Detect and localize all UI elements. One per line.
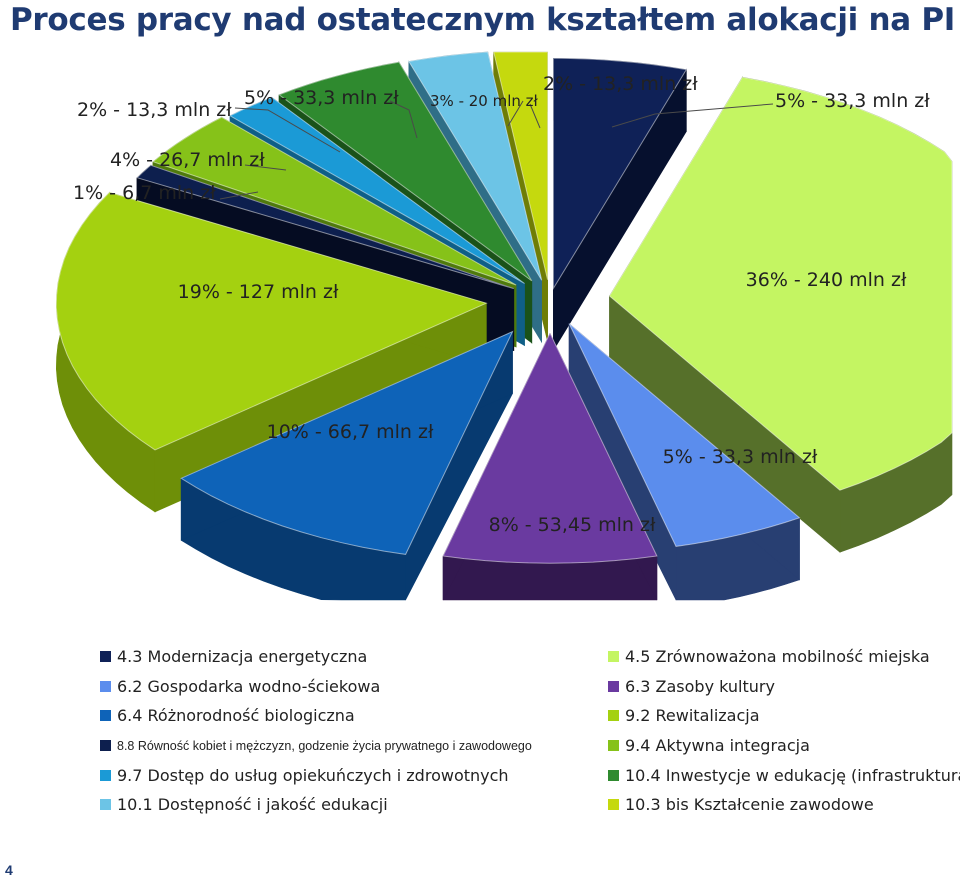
legend-item: 9.2 Rewitalizacja [608,701,960,731]
legend-item: 8.8 Równość kobiet i mężczyzn, godzenie … [100,731,608,761]
slice-label: 19% - 127 mln zł [178,281,339,303]
leader-line [234,107,341,153]
slice-label: 5% - 33,3 mln zł [663,446,818,468]
slice-label: 2% - 13,3 mln zł [543,73,698,95]
pie-slice [552,57,688,291]
slice-label: 2% - 13,3 mln zł [77,99,232,121]
pie-slice [151,116,517,286]
legend-swatch [100,740,111,752]
legend-label: 6.4 Różnorodność biologiczna [117,706,355,726]
pie-slice [442,332,658,564]
legend-swatch [608,799,619,811]
legend-swatch [608,740,619,752]
leader-line [219,191,259,200]
legend-swatch [100,651,111,663]
legend-item: 4.5 Zrównoważona mobilność miejska [608,642,960,672]
legend-label: 9.4 Aktywna integracja [625,736,810,756]
legend-item: 10.1 Dostępność i jakość edukacji [100,790,608,820]
legend-label: 9.2 Rewitalizacja [625,706,760,726]
legend-item: 10.3 bis Kształcenie zawodowe [608,790,960,820]
legend-swatch [608,680,619,692]
legend-label: 10.3 bis Kształcenie zawodowe [625,795,874,815]
exploded-pie-chart: 5% - 33,3 mln zł 36% - 240 mln zł 5% - 33,… [55,51,953,601]
legend-label: 9.7 Dostęp do usług opiekuńczych i zdrow… [117,765,509,785]
page-title: Proces pracy nad ostatecznym kształtem a… [10,2,956,38]
legend-swatch [100,799,111,811]
leader-line [529,103,541,129]
legend-label: 8.8 Równość kobiet i mężczyzn, godzenie … [117,738,532,753]
pie-slice [229,96,525,284]
pie-slice [608,76,953,491]
legend-label: 6.3 Zasoby kultury [625,676,775,696]
leader-line [389,100,418,139]
legend-swatch [100,710,111,722]
slice-label: 10% - 66,7 mln zł [267,421,434,443]
legend-item: 10.4 Inwestycje w edukację (infrastruktu… [608,760,960,790]
legend-item: 9.7 Dostęp do usług opiekuńczych i zdrow… [100,760,608,790]
legend-item: 6.3 Zasoby kultury [608,672,960,702]
legend-label: 10.4 Inwestycje w edukację (infrastruktu… [625,765,960,785]
leader-line [507,100,524,127]
slice-label: 4% - 26,7 mln zł [110,149,265,171]
leader-line [244,164,287,171]
chart-legend: 4.3 Modernizacja energetyczna 4.5 Zrównow… [100,642,960,820]
legend-item: 9.4 Aktywna integracja [608,731,960,761]
legend-item: 4.3 Modernizacja energetyczna [100,642,608,672]
slice-label: 5% - 33,3 mln zł [775,90,930,112]
pie-slice [55,191,488,451]
pie-slice [568,323,801,547]
legend-label: 4.5 Zrównoważona mobilność miejska [625,647,930,667]
legend-swatch [100,769,111,781]
legend-swatch [608,769,619,781]
pie-slice [180,330,514,555]
page-number: 4 [5,862,13,878]
legend-swatch [100,680,111,692]
pie-slice [493,51,549,280]
slice-label: 8% - 53,45 mln zł [489,514,656,536]
legend-item: 6.4 Różnorodność biologiczna [100,701,608,731]
legend-label: 4.3 Modernizacja energetyczna [117,647,368,667]
pie-slice [407,51,543,281]
legend-label: 10.1 Dostępność i jakość edukacji [117,795,388,815]
legend-swatch [608,710,619,722]
legend-swatch [608,651,619,663]
pie-slice [278,61,533,282]
slice-label: 36% - 240 mln zł [746,269,907,291]
slice-label: 1% - 6,7 mln zł [73,182,216,204]
slice-label: 3% - 20 mln zł [430,92,539,110]
slice-label: 5% - 33,3 mln zł [244,87,399,109]
pie-slice [135,164,514,290]
legend-item: 6.2 Gospodarka wodno-ściekowa [100,672,608,702]
leader-line [611,103,774,128]
legend-label: 6.2 Gospodarka wodno-ściekowa [117,676,381,696]
